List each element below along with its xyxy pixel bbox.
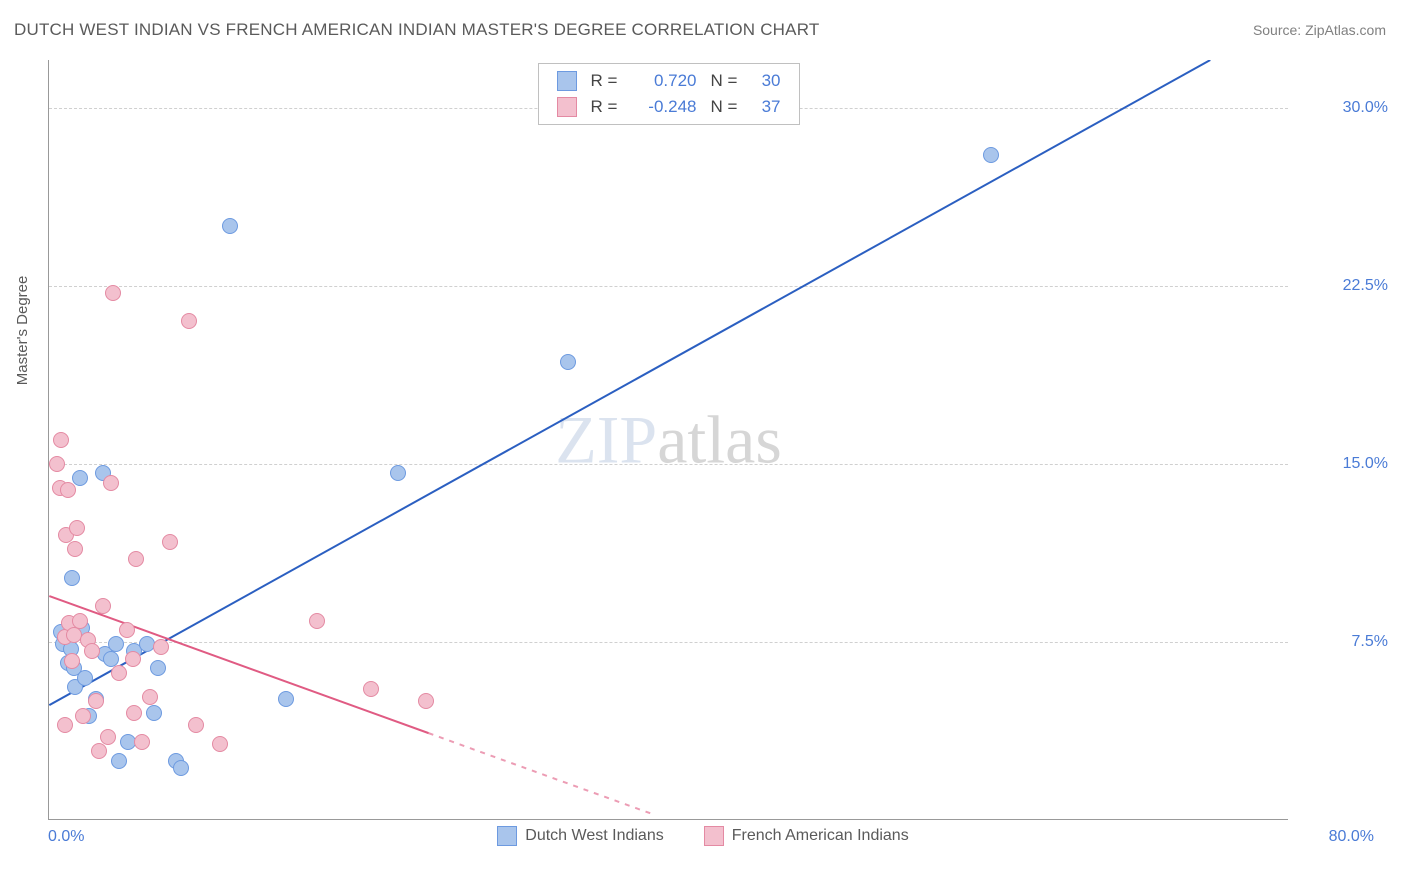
bottom-legend: Dutch West Indians French American Indian… xyxy=(0,826,1406,846)
gridline-h xyxy=(49,464,1288,465)
point-dutch xyxy=(560,354,576,370)
stat-n-value: 30 xyxy=(753,68,781,94)
point-dutch xyxy=(222,218,238,234)
trend-lines-layer xyxy=(49,60,1288,819)
legend-swatch xyxy=(557,97,577,117)
point-french xyxy=(84,643,100,659)
point-french xyxy=(53,432,69,448)
point-french xyxy=(162,534,178,550)
point-dutch xyxy=(278,691,294,707)
point-french xyxy=(69,520,85,536)
trend-line-dutch xyxy=(49,60,1210,705)
legend-label: Dutch West Indians xyxy=(525,827,663,845)
point-dutch xyxy=(72,470,88,486)
stats-box: R = 0.720 N = 30 R = -0.248 N = 37 xyxy=(538,63,800,125)
stat-n-label: N = xyxy=(711,94,739,120)
legend-label: French American Indians xyxy=(732,827,909,845)
y-tick-label: 22.5% xyxy=(1298,277,1388,295)
point-dutch xyxy=(108,636,124,652)
point-french xyxy=(418,693,434,709)
legend-swatch xyxy=(557,71,577,91)
stat-r-value: -0.248 xyxy=(633,94,697,120)
point-dutch xyxy=(390,465,406,481)
point-dutch xyxy=(64,570,80,586)
y-tick-label: 15.0% xyxy=(1298,455,1388,473)
stat-r-value: 0.720 xyxy=(633,68,697,94)
point-dutch xyxy=(77,670,93,686)
watermark-zip: ZIP xyxy=(555,401,657,477)
chart-title: DUTCH WEST INDIAN VS FRENCH AMERICAN IND… xyxy=(14,20,819,40)
point-french xyxy=(188,717,204,733)
point-dutch xyxy=(983,147,999,163)
y-tick-label: 7.5% xyxy=(1298,633,1388,651)
stat-r-label: R = xyxy=(591,68,619,94)
point-dutch xyxy=(173,760,189,776)
plot-area: ZIPatlas R =0.720N =30R =-0.248N =37 7.5… xyxy=(48,60,1288,820)
point-french xyxy=(105,285,121,301)
legend-item: Dutch West Indians xyxy=(497,826,663,846)
point-dutch xyxy=(146,705,162,721)
point-french xyxy=(60,482,76,498)
point-dutch xyxy=(150,660,166,676)
stat-r-label: R = xyxy=(591,94,619,120)
point-french xyxy=(119,622,135,638)
point-french xyxy=(100,729,116,745)
point-french xyxy=(67,541,83,557)
point-dutch xyxy=(111,753,127,769)
stat-n-value: 37 xyxy=(753,94,781,120)
point-french xyxy=(111,665,127,681)
y-tick-label: 30.0% xyxy=(1298,99,1388,117)
legend-swatch xyxy=(497,826,517,846)
point-french xyxy=(57,717,73,733)
legend-swatch xyxy=(704,826,724,846)
point-french xyxy=(309,613,325,629)
y-axis-title: Master's Degree xyxy=(14,276,31,386)
point-french xyxy=(134,734,150,750)
point-french xyxy=(88,693,104,709)
point-french xyxy=(363,681,379,697)
source-label: Source: ZipAtlas.com xyxy=(1253,22,1386,38)
point-french xyxy=(125,651,141,667)
point-french xyxy=(103,475,119,491)
trend-line-ext-french xyxy=(429,733,653,814)
gridline-h xyxy=(49,642,1288,643)
point-french xyxy=(142,689,158,705)
stats-row: R = -0.248 N = 37 xyxy=(557,94,781,120)
point-french xyxy=(212,736,228,752)
legend-item: French American Indians xyxy=(704,826,909,846)
point-french xyxy=(181,313,197,329)
point-french xyxy=(126,705,142,721)
point-french xyxy=(72,613,88,629)
point-french xyxy=(75,708,91,724)
watermark-atlas: atlas xyxy=(657,401,782,477)
point-french xyxy=(128,551,144,567)
gridline-h xyxy=(49,286,1288,287)
point-french xyxy=(91,743,107,759)
point-french xyxy=(49,456,65,472)
stat-n-label: N = xyxy=(711,68,739,94)
stats-row: R = 0.720 N = 30 xyxy=(557,68,781,94)
watermark: ZIPatlas xyxy=(555,400,782,479)
point-french xyxy=(153,639,169,655)
point-french xyxy=(95,598,111,614)
point-french xyxy=(64,653,80,669)
